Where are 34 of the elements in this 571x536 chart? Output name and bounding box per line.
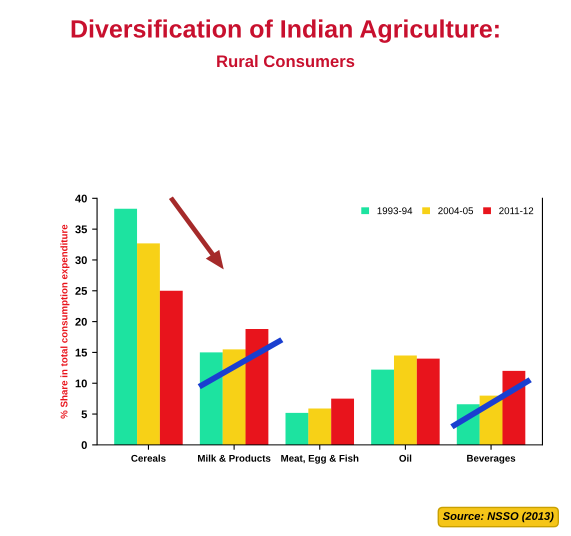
y-tick-label: 20 <box>75 318 87 326</box>
y-tick-label: 15 <box>76 348 88 357</box>
bar <box>200 352 223 445</box>
bar <box>416 358 440 445</box>
source-note: Source: NSSO (2013) <box>442 512 554 522</box>
bar <box>137 243 160 445</box>
chart-subtitle: Rural Consumers <box>217 54 354 68</box>
x-tick-label: Beverages <box>467 454 516 464</box>
bar <box>246 328 268 445</box>
bar <box>222 349 246 445</box>
bar <box>394 356 417 445</box>
x-tick-label: Milk & Products <box>198 454 270 462</box>
y-tick-label: 25 <box>75 287 88 295</box>
y-tick-label: 0 <box>82 441 87 450</box>
bar <box>114 208 138 445</box>
bar <box>371 370 394 445</box>
bar <box>331 398 354 445</box>
chart-title: Diversification of Indian Agriculture: <box>72 19 499 43</box>
x-tick-label: Cereals <box>131 454 166 462</box>
y-axis-title: % Share in total consumption expenditure <box>60 224 70 419</box>
x-tick-label: Meat, Egg & Fish <box>281 454 358 464</box>
legend-label: 2004-05 <box>438 207 474 214</box>
bar <box>308 408 332 445</box>
y-tick-label: 35 <box>75 225 88 234</box>
y-tick-label: 5 <box>82 410 88 418</box>
x-tick-label: Oil <box>399 454 412 462</box>
bar <box>160 290 183 445</box>
bar <box>502 370 526 445</box>
legend-label: 1993-94 <box>378 207 412 214</box>
bar <box>286 412 308 445</box>
y-tick-label: 40 <box>75 194 87 202</box>
legend-label: 2011-12 <box>499 207 534 214</box>
y-tick-label: 10 <box>76 380 87 388</box>
y-tick-label: 30 <box>75 256 87 264</box>
